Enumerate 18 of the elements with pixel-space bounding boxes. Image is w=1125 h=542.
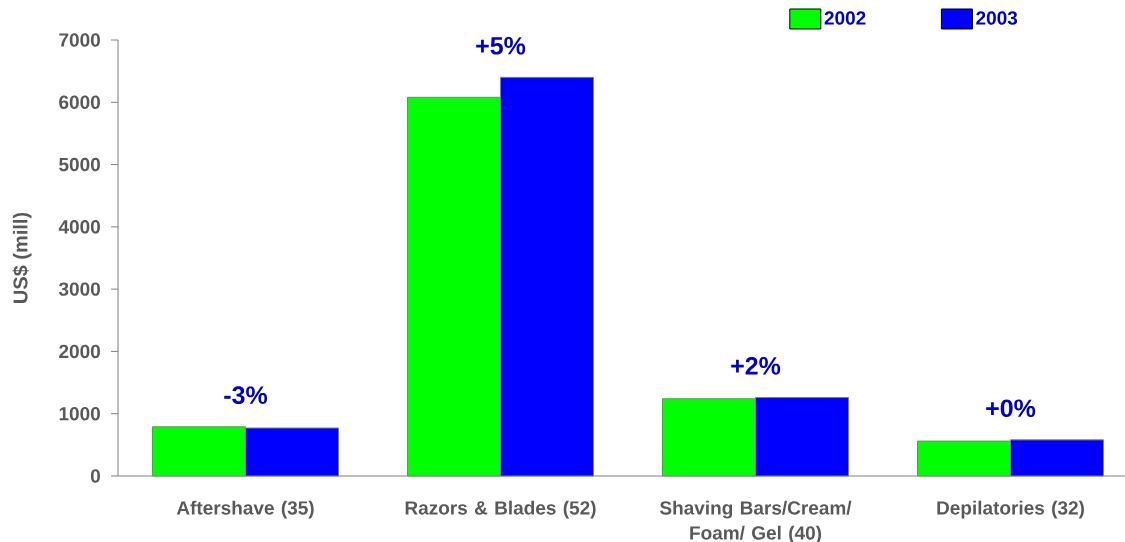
y-tick-label: 0 [90, 469, 100, 483]
annotation: +2% [731, 357, 781, 375]
y-axis-title: US$ (mill) [12, 212, 32, 303]
x-tick-label: Aftershave (35) [176, 500, 314, 519]
y-tick-label: 4000 [58, 220, 100, 234]
y-tick-label: 2000 [59, 344, 100, 359]
legend-label: 2003 [976, 11, 1018, 25]
y-tick-label: 7000 [59, 33, 100, 47]
x-tick-label: Razors & Blades (52) [405, 500, 596, 519]
annotation: -3% [224, 386, 268, 405]
y-tick-label: 5000 [59, 157, 100, 172]
annotation: +0% [986, 399, 1036, 418]
annotation: +5% [476, 36, 526, 55]
x-tick-label: Depilatories (32) [937, 500, 1084, 519]
legend-label: 2002 [824, 11, 866, 25]
y-tick-label: 1000 [59, 406, 100, 421]
y-tick-label: 3000 [58, 282, 100, 296]
y-tick-label: 6000 [59, 95, 100, 110]
